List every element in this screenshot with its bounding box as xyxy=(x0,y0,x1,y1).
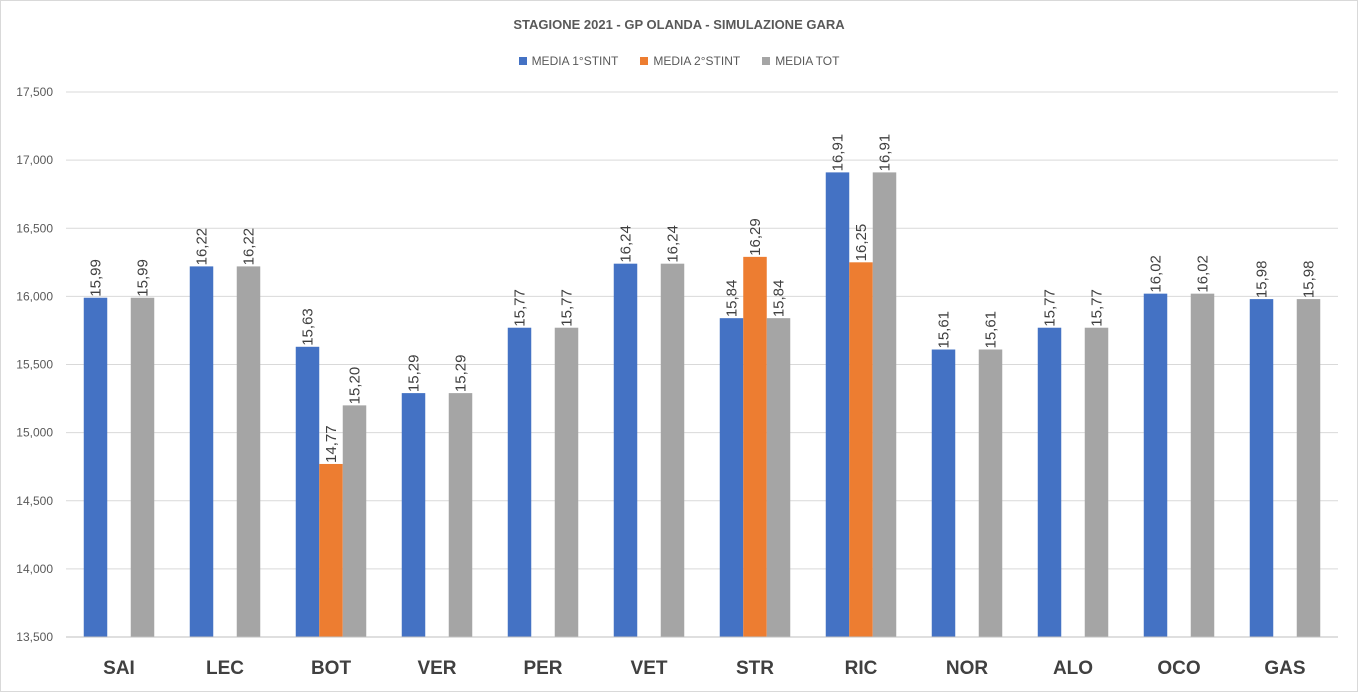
x-category-label: VER xyxy=(417,658,456,679)
data-label: 15,20 xyxy=(347,367,364,405)
data-label: 14,77 xyxy=(323,425,340,463)
data-label: 15,77 xyxy=(1042,289,1059,327)
y-tick-label: 16,000 xyxy=(16,289,53,303)
bar xyxy=(1143,293,1168,637)
bar xyxy=(295,346,320,637)
data-label: 15,99 xyxy=(88,259,105,297)
data-label: 16,91 xyxy=(830,134,847,172)
data-label: 16,24 xyxy=(618,225,635,263)
data-label: 15,29 xyxy=(406,355,423,393)
data-label: 15,77 xyxy=(512,289,529,327)
data-label: 15,29 xyxy=(453,355,470,393)
data-label: 16,02 xyxy=(1148,255,1165,293)
data-label: 15,98 xyxy=(1254,261,1271,299)
data-label: 15,98 xyxy=(1301,261,1318,299)
x-category-label: GAS xyxy=(1264,658,1305,679)
y-tick-label: 16,500 xyxy=(16,221,53,235)
bar xyxy=(1190,293,1215,637)
bar xyxy=(743,256,767,637)
y-tick-label: 15,000 xyxy=(16,426,53,440)
data-label: 16,91 xyxy=(877,134,894,172)
x-category-label: PER xyxy=(523,658,562,679)
bar xyxy=(766,318,791,637)
legend-swatch-series-1 xyxy=(518,57,527,65)
data-label: 16,22 xyxy=(194,228,211,266)
data-label: 16,22 xyxy=(241,228,258,266)
data-label: 15,99 xyxy=(135,259,152,297)
data-label: 16,29 xyxy=(747,218,764,256)
bar xyxy=(660,263,685,637)
bar xyxy=(872,172,897,637)
legend-swatch-series-2 xyxy=(640,57,649,65)
data-label: 16,24 xyxy=(665,225,682,263)
legend-label-series-1: MEDIA 1°STINT xyxy=(531,54,619,68)
bar xyxy=(825,172,850,637)
bar xyxy=(83,297,108,637)
data-label: 15,84 xyxy=(724,280,741,318)
x-category-label: NOR xyxy=(946,658,989,679)
x-category-label: SAI xyxy=(103,658,135,679)
x-category-label: STR xyxy=(736,658,774,679)
y-tick-label: 17,000 xyxy=(16,153,53,167)
x-category-label: LEC xyxy=(206,658,244,679)
legend-item-series-1: MEDIA 1°STINT xyxy=(518,54,619,68)
bar xyxy=(931,349,956,637)
y-tick-label: 15,500 xyxy=(16,358,53,372)
data-label: 15,77 xyxy=(559,289,576,327)
data-label: 16,02 xyxy=(1195,255,1212,293)
data-label: 15,84 xyxy=(771,280,788,318)
bar xyxy=(448,393,473,637)
x-category-label: ALO xyxy=(1053,658,1093,679)
data-label: 15,61 xyxy=(936,311,953,349)
bar xyxy=(319,463,343,637)
chart-title: STAGIONE 2021 - GP OLANDA - SIMULAZIONE … xyxy=(513,17,845,32)
x-category-label: VET xyxy=(631,658,668,679)
bar xyxy=(130,297,155,637)
data-label: 15,77 xyxy=(1089,289,1106,327)
bar xyxy=(236,266,261,637)
bar xyxy=(719,318,744,637)
bar xyxy=(1037,327,1062,637)
data-label: 15,61 xyxy=(983,311,1000,349)
bar xyxy=(849,262,873,637)
legend-swatch-series-3 xyxy=(762,57,771,65)
y-tick-label: 17,500 xyxy=(16,85,53,99)
x-category-label: OCO xyxy=(1157,658,1200,679)
bar xyxy=(401,393,426,637)
legend-label-series-2: MEDIA 2°STINT xyxy=(653,54,741,68)
y-tick-label: 14,000 xyxy=(16,562,53,576)
legend-item-series-3: MEDIA TOT xyxy=(762,54,839,68)
bar xyxy=(978,349,1003,637)
data-label: 15,63 xyxy=(300,308,317,346)
bar xyxy=(554,327,579,637)
bar xyxy=(1084,327,1109,637)
legend-item-series-2: MEDIA 2°STINT xyxy=(640,54,740,68)
x-category-label: BOT xyxy=(311,658,352,679)
bar xyxy=(342,405,367,637)
y-tick-label: 13,500 xyxy=(16,630,53,644)
chart-legend: MEDIA 1°STINT MEDIA 2°STINT MEDIA TOT xyxy=(1,54,1357,68)
y-tick-label: 14,500 xyxy=(16,494,53,508)
legend-label-series-3: MEDIA TOT xyxy=(775,54,840,68)
bar xyxy=(1296,299,1321,637)
bar xyxy=(507,327,532,637)
data-label: 16,25 xyxy=(853,224,870,262)
x-category-label: RIC xyxy=(845,658,878,679)
bar xyxy=(1249,299,1274,637)
bar xyxy=(189,266,214,637)
bar xyxy=(613,263,638,637)
